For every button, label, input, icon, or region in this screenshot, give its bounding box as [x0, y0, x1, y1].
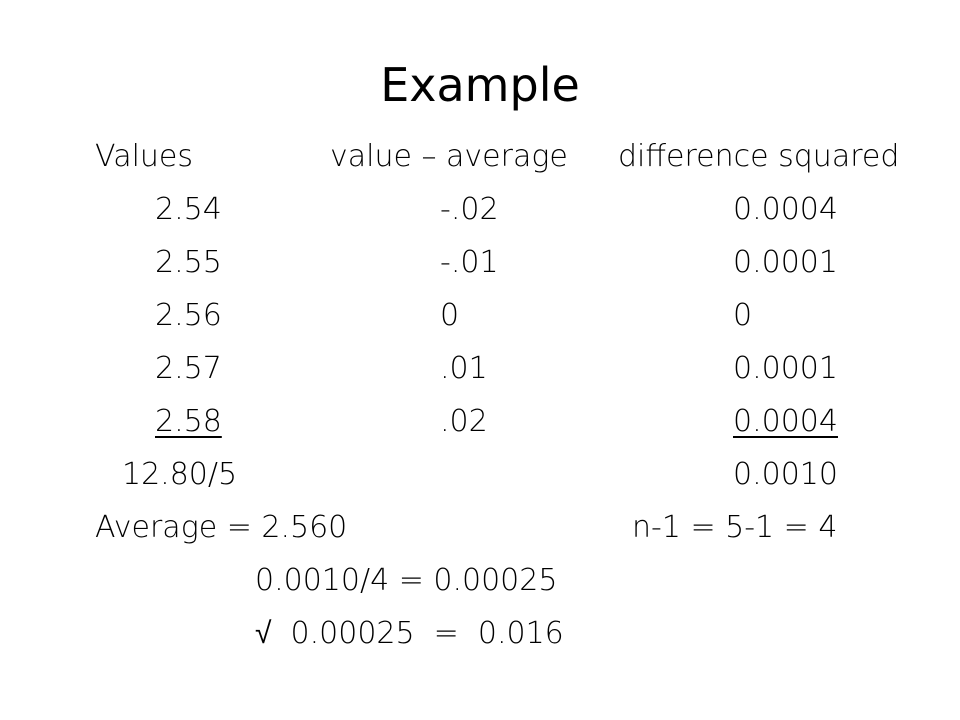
- slide-title: Example: [380, 58, 580, 112]
- variance: 0.0010/4 = 0.00025: [255, 563, 558, 598]
- average: Average = 2.560: [95, 510, 348, 545]
- table-cell: 2.54: [155, 192, 222, 227]
- table-cell: 2.58: [155, 404, 222, 439]
- table-cell: 0: [733, 298, 753, 333]
- column-header: value – average: [330, 139, 568, 174]
- table-cell: 0.0001: [733, 351, 838, 386]
- sum-squares: 0.0010: [733, 457, 838, 492]
- column-header: Values: [95, 139, 194, 174]
- sum-label: 12.80/5: [122, 457, 238, 492]
- table-cell: 0.0004: [733, 192, 838, 227]
- table-cell: .02: [440, 404, 488, 439]
- standard-deviation: √ 0.00025 = 0.016: [255, 616, 564, 651]
- table-cell: 0.0001: [733, 245, 838, 280]
- table-cell: 2.55: [155, 245, 222, 280]
- table-cell: 2.57: [155, 351, 222, 386]
- table-cell: 2.56: [155, 298, 222, 333]
- table-cell: -.01: [440, 245, 499, 280]
- table-cell: 0.0004: [733, 404, 838, 439]
- table-cell: .01: [440, 351, 488, 386]
- table-cell: 0: [440, 298, 460, 333]
- degrees-of-freedom: n-1 = 5-1 = 4: [632, 510, 838, 545]
- table-cell: -.02: [440, 192, 499, 227]
- column-header: difference squared: [618, 139, 900, 174]
